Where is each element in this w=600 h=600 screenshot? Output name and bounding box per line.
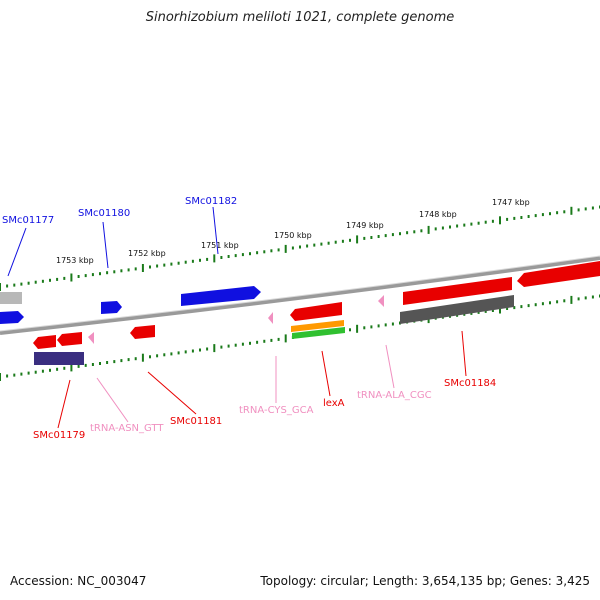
gene-smc01177[interactable] [0,311,24,324]
callout-trna-ala [385,344,395,389]
scale-label-1748: 1748 kbp [419,210,457,219]
label-smc01182[interactable]: SMc01182 [185,196,237,207]
summary-text: Topology: circular; Length: 3,654,135 bp… [260,574,590,588]
feature-lexa-orange[interactable] [291,320,344,332]
gene-smc01179-a[interactable] [33,335,56,349]
gray-gene-left[interactable] [0,292,22,304]
gene-smc01181[interactable] [130,325,155,339]
gene-smc01182[interactable] [181,286,261,306]
label-trna-cys[interactable]: tRNA-CYS_GCA [239,405,314,416]
genome-backbone [0,256,600,335]
map-title: Sinorhizobium meliloti 1021, complete ge… [145,10,455,25]
callout-smc01181 [147,371,197,415]
trna-asn-gtt[interactable] [88,332,94,344]
callout-smc01184 [461,330,467,377]
genome-backbone-highlight [0,255,600,332]
scale-label-1747: 1747 kbp [492,198,530,207]
scale-label-1752: 1752 kbp [128,249,166,258]
label-smc01179[interactable]: SMc01179 [33,430,85,441]
accession-text: Accession: NC_003047 [10,574,147,588]
gene-lexa[interactable] [290,302,342,321]
upper-scale-track [0,205,600,291]
gene-smc01180[interactable] [101,301,122,314]
scale-label-1750: 1750 kbp [274,231,312,240]
label-trna-ala[interactable]: tRNA-ALA_CGC [357,390,432,401]
callout-trna-asn [96,377,129,423]
gene-smc01184[interactable] [403,277,512,305]
callout-smc01180 [102,221,109,269]
label-trna-asn[interactable]: tRNA-ASN_GTT [90,423,164,434]
label-smc01181[interactable]: SMc01181 [170,416,222,427]
label-smc01180[interactable]: SMc01180 [78,208,130,219]
callout-lexa [321,350,331,397]
scale-label-1751: 1751 kbp [201,241,239,250]
scale-label-1749: 1749 kbp [346,221,384,230]
feature-smc01184-box[interactable] [400,295,514,324]
label-smc01184[interactable]: SMc01184 [444,378,496,389]
label-smc01177[interactable]: SMc01177 [2,215,54,226]
callout-smc01179 [57,379,71,429]
gene-smc01185[interactable] [517,261,600,287]
label-lexa[interactable]: lexA [323,398,345,409]
trna-ala-cgc[interactable] [378,295,384,307]
gene-smc01179-b[interactable] [57,332,82,346]
feature-lexa-green[interactable] [292,327,345,339]
callout-smc01182 [212,206,219,255]
trna-cys-gca[interactable] [268,312,273,324]
feature-smc01179-box[interactable] [34,352,84,365]
callout-smc01177 [7,227,27,277]
scale-label-1753: 1753 kbp [56,256,94,265]
